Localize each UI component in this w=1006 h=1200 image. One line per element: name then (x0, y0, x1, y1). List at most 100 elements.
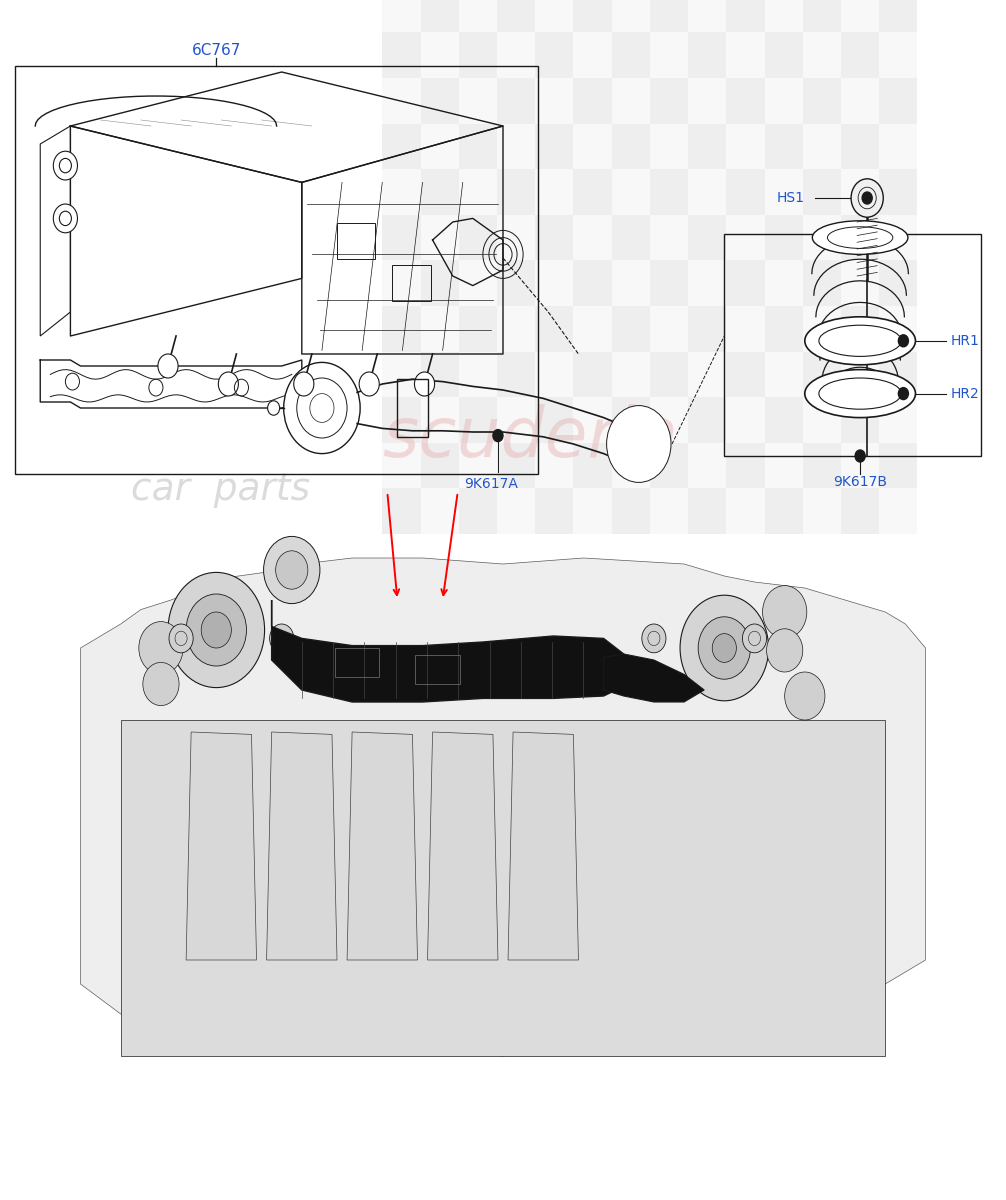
Bar (459, 169, 497, 215)
Bar (841, 215, 879, 260)
Circle shape (294, 372, 314, 396)
Bar (688, 352, 726, 397)
Bar (382, 488, 421, 534)
Bar (803, 306, 841, 352)
Bar (612, 78, 650, 124)
Bar (726, 78, 765, 124)
Bar (573, 352, 612, 397)
Bar (382, 0, 421, 32)
Circle shape (785, 672, 825, 720)
Ellipse shape (805, 370, 915, 418)
Bar (337, 223, 375, 259)
Bar (535, 32, 573, 78)
Bar (879, 124, 917, 169)
Circle shape (284, 362, 360, 454)
Bar (765, 443, 803, 488)
Bar (765, 260, 803, 306)
Bar (459, 215, 497, 260)
Bar (573, 169, 612, 215)
Bar (724, 234, 981, 456)
Bar (841, 32, 879, 78)
Bar (459, 124, 497, 169)
Bar (497, 352, 535, 397)
Bar (421, 215, 459, 260)
Circle shape (742, 624, 767, 653)
Polygon shape (347, 732, 417, 960)
Bar (421, 124, 459, 169)
Bar (459, 397, 497, 443)
Circle shape (627, 430, 651, 458)
Bar (573, 124, 612, 169)
Bar (650, 397, 688, 443)
Bar (497, 169, 535, 215)
Bar (535, 78, 573, 124)
Bar (612, 169, 650, 215)
Bar (726, 443, 765, 488)
Bar (879, 215, 917, 260)
Bar (841, 0, 879, 32)
Circle shape (493, 430, 503, 442)
Bar (726, 397, 765, 443)
Polygon shape (186, 732, 257, 960)
Bar (841, 488, 879, 534)
Circle shape (414, 372, 435, 396)
Bar (382, 169, 421, 215)
Bar (650, 443, 688, 488)
Polygon shape (80, 558, 926, 1056)
Bar (15, 66, 538, 474)
Bar (650, 260, 688, 306)
Bar (688, 32, 726, 78)
Bar (803, 0, 841, 32)
Bar (765, 78, 803, 124)
Bar (688, 124, 726, 169)
Bar (879, 488, 917, 534)
Bar (688, 260, 726, 306)
Bar (879, 169, 917, 215)
Bar (841, 169, 879, 215)
Bar (803, 488, 841, 534)
Bar (841, 124, 879, 169)
Circle shape (218, 372, 238, 396)
Bar (573, 306, 612, 352)
Bar (497, 488, 535, 534)
Polygon shape (604, 654, 704, 702)
Bar (765, 124, 803, 169)
Bar (382, 352, 421, 397)
Circle shape (898, 335, 908, 347)
Bar (573, 78, 612, 124)
Bar (841, 306, 879, 352)
Bar (382, 306, 421, 352)
Bar (650, 488, 688, 534)
Bar (535, 0, 573, 32)
Bar (382, 78, 421, 124)
Bar (459, 352, 497, 397)
Bar (382, 443, 421, 488)
Bar (650, 32, 688, 78)
Circle shape (270, 624, 294, 653)
Bar (459, 260, 497, 306)
Bar (535, 306, 573, 352)
Circle shape (201, 612, 231, 648)
Bar (497, 443, 535, 488)
Bar (573, 260, 612, 306)
Bar (841, 397, 879, 443)
Bar (650, 306, 688, 352)
Bar (765, 0, 803, 32)
Bar (803, 78, 841, 124)
Circle shape (264, 536, 320, 604)
Bar (459, 488, 497, 534)
Bar (650, 169, 688, 215)
Bar (612, 488, 650, 534)
Bar (612, 260, 650, 306)
Bar (421, 306, 459, 352)
Bar (688, 78, 726, 124)
Bar (421, 352, 459, 397)
Bar (650, 352, 688, 397)
Circle shape (680, 595, 769, 701)
Bar (688, 215, 726, 260)
Bar (879, 352, 917, 397)
Bar (382, 32, 421, 78)
Bar (765, 352, 803, 397)
Bar (879, 32, 917, 78)
Bar (459, 0, 497, 32)
